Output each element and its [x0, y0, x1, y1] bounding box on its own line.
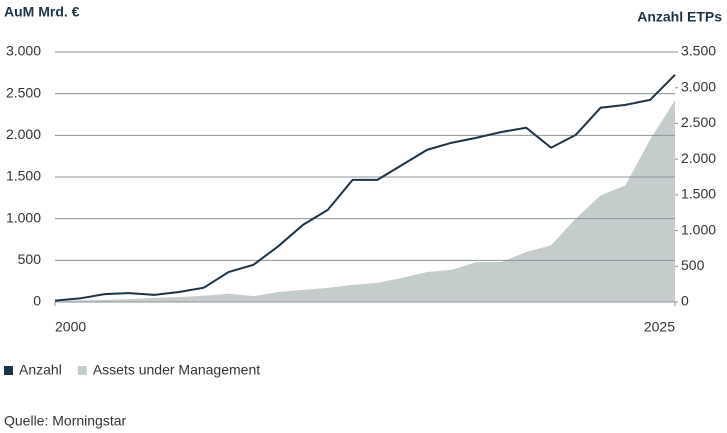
- area: [55, 100, 675, 302]
- y2-tick-label: 2.500: [681, 114, 716, 130]
- y2-tick-label: 2.000: [681, 150, 716, 166]
- y-axis-title: AuM Mrd. €: [4, 4, 80, 20]
- line: [54, 74, 676, 302]
- legend-label: Anzahl: [19, 362, 62, 378]
- x-tick-label: 2025: [644, 319, 675, 335]
- legend-swatch: [4, 366, 13, 375]
- x-tick-label: 2000: [55, 319, 86, 335]
- y2-axis-title: Anzahl ETPs: [637, 9, 722, 25]
- y2-tick-label: 500: [681, 257, 705, 273]
- y-tick-label: 500: [18, 251, 42, 267]
- y2-tick-label: 3.000: [681, 78, 716, 94]
- y2-tick-label: 3.500: [681, 43, 716, 59]
- y-tick-label: 3.000: [6, 43, 41, 59]
- source: Quelle: Morningstar: [4, 413, 127, 429]
- y2-tick-label: 1.500: [681, 186, 716, 202]
- y-tick-label: 1.000: [6, 209, 41, 225]
- legend-label: Assets under Management: [93, 362, 260, 378]
- y-tick-label: 0: [33, 293, 41, 309]
- y-tick-label: 2.500: [6, 84, 41, 100]
- y2-tick-label: 1.000: [681, 221, 716, 237]
- y2-tick-label: 0: [681, 293, 689, 309]
- y-tick-label: 2.000: [6, 126, 41, 142]
- y-tick-label: 1.500: [6, 168, 41, 184]
- legend-swatch: [77, 366, 87, 375]
